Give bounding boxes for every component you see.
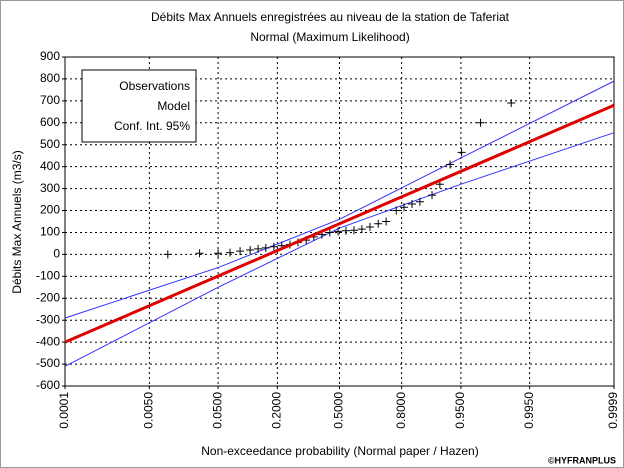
plot-area	[64, 56, 615, 387]
y-tick-label: 800	[40, 71, 60, 85]
observation	[392, 206, 401, 215]
y-tick-label: 300	[40, 181, 60, 195]
y-axis-label: Débits Max Annuels (m3/s)	[10, 150, 24, 293]
x-tick-label: 0.9500	[453, 392, 467, 429]
y-tick-label: -300	[36, 312, 60, 326]
observation	[261, 243, 270, 252]
conf-lower	[64, 132, 615, 367]
observation	[365, 222, 374, 231]
observation	[428, 191, 437, 200]
legend-entry: Observations	[119, 79, 190, 93]
y-tick-label: 200	[40, 203, 60, 217]
conf-upper	[64, 80, 615, 319]
observation	[400, 203, 409, 212]
observation	[457, 148, 466, 157]
observation	[246, 246, 255, 255]
y-tick-label: -400	[36, 334, 60, 348]
observation	[382, 217, 391, 226]
y-tick-label: 600	[40, 115, 60, 129]
observation	[236, 247, 245, 256]
observation	[325, 228, 334, 237]
observation	[507, 99, 516, 108]
y-tick-label: 500	[40, 137, 60, 151]
y-tick-label: -100	[36, 269, 60, 283]
x-tick-label: 0.0001	[57, 392, 71, 429]
y-tick-label: -600	[36, 378, 60, 392]
y-tick-label: -500	[36, 356, 60, 370]
x-axis-label: Non-exceedance probability (Normal paper…	[201, 444, 478, 458]
y-tick-label: 100	[40, 225, 60, 239]
x-tick-label: 0.0500	[210, 392, 224, 429]
chart-subtitle: Normal (Maximum Likelihood)	[250, 30, 409, 44]
x-tick-label: 0.2000	[270, 392, 284, 429]
observation	[341, 226, 350, 235]
observation	[407, 199, 416, 208]
observation	[226, 248, 235, 257]
legend-box	[81, 69, 197, 143]
y-tick-label: 700	[40, 93, 60, 107]
model-line	[64, 103, 615, 344]
legend-entry: Conf. Int. 95%	[114, 119, 190, 133]
x-tick-label: 0.9999	[606, 392, 620, 429]
observation	[163, 250, 172, 259]
x-tick-label: 0.8000	[394, 392, 408, 429]
chart-title: Débits Max Annuels enregistrées au nivea…	[151, 10, 510, 24]
credit: ©HYFRANPLUS	[548, 455, 616, 465]
x-tick-label: 0.5000	[332, 392, 346, 429]
y-tick-label: -200	[36, 290, 60, 304]
observation	[254, 244, 263, 253]
x-tick-label: 0.0050	[142, 392, 156, 429]
x-tick-label: 0.9950	[522, 392, 536, 429]
observation	[415, 197, 424, 206]
observation	[269, 242, 278, 251]
observation	[374, 219, 383, 228]
observation	[195, 249, 204, 258]
y-tick-label: 900	[40, 49, 60, 63]
observation	[357, 225, 366, 234]
observation	[446, 160, 455, 169]
y-tick-label: 0	[53, 247, 60, 261]
legend-entry: Model	[157, 99, 190, 113]
y-tick-label: 400	[40, 159, 60, 173]
observation	[476, 118, 485, 127]
observation	[350, 226, 359, 235]
observation	[334, 227, 343, 236]
observation	[214, 249, 223, 258]
